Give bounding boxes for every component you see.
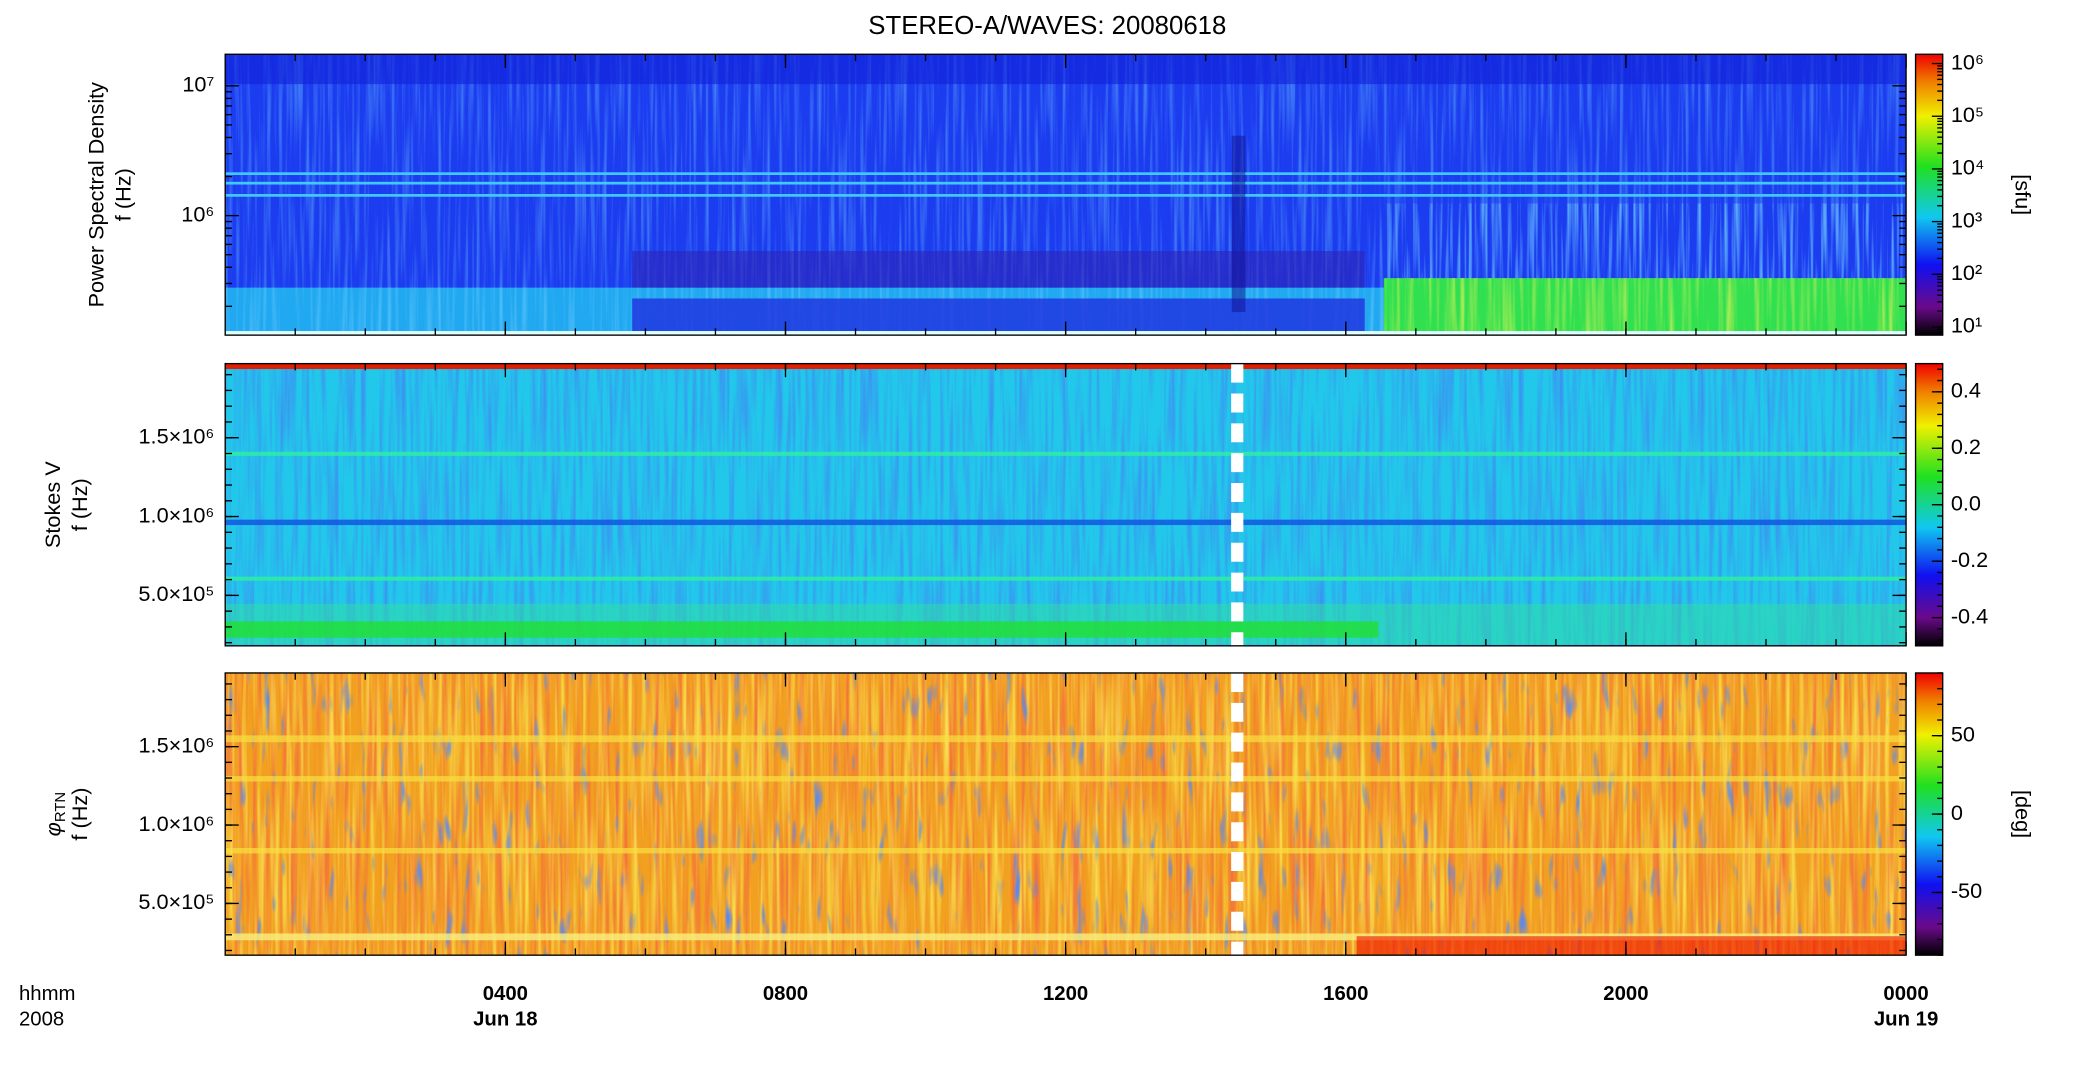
- y-tick-label: 5.0×10⁵: [138, 581, 214, 606]
- colorbar-tick-label: -0.2: [1951, 547, 1988, 572]
- colorbar-tick-label: 10³: [1951, 207, 1982, 232]
- y-axis-label: φRTN: [40, 792, 69, 837]
- y-tick-label: 10⁶: [181, 201, 214, 226]
- y-tick-label: 5.0×10⁵: [138, 889, 214, 914]
- y-axis-label-symbol: φ: [40, 822, 65, 836]
- y-axis-label: f (Hz): [111, 168, 136, 221]
- y-axis-label-subscript: RTN: [52, 792, 69, 822]
- x-tick-label: 1200: [1043, 983, 1088, 1005]
- date-label: Jun 19: [1874, 1009, 1938, 1031]
- colorbar-tick-label: 10¹: [1951, 313, 1982, 338]
- y-axis-label: Power Spectral Density: [83, 82, 108, 308]
- y-axis-label: Stokes V: [40, 461, 65, 548]
- colorbar-tick-label: 0: [1951, 800, 1963, 825]
- colorbar-tick-label: 10²: [1951, 260, 1982, 285]
- y-tick-label: 1.0×10⁶: [138, 502, 214, 527]
- x-tick-label: 0800: [763, 983, 808, 1005]
- colorbar-tick-label: -0.4: [1951, 603, 1988, 628]
- y-tick-label: 1.0×10⁶: [138, 811, 214, 836]
- x-tick-label: 0400: [483, 983, 528, 1005]
- colorbar-tick-label: 0.2: [1951, 434, 1981, 459]
- date-label: Jun 18: [473, 1009, 537, 1031]
- colorbar-tick-label: 10⁵: [1951, 102, 1984, 127]
- x-tick-label: 0000: [1883, 983, 1928, 1005]
- y-tick-label: 1.5×10⁶: [138, 423, 214, 448]
- colorbar-label: [deg]: [2011, 790, 2036, 838]
- spectrogram-image: [225, 672, 1907, 956]
- colorbar-tick-label: 50: [1951, 721, 1975, 746]
- x-tick-label: 2000: [1603, 983, 1648, 1005]
- y-tick-label: 10⁷: [182, 72, 214, 97]
- y-tick-label: 1.5×10⁶: [138, 732, 214, 757]
- colorbar-label: [sfu]: [2011, 174, 2036, 215]
- x-tick-label: 1600: [1323, 983, 1368, 1005]
- spectrogram-image: [225, 54, 1907, 336]
- colorbar-tick-label: 0.0: [1951, 490, 1981, 515]
- colorbar-tick-label: 0.4: [1951, 378, 1981, 403]
- year-label: 2008: [19, 1009, 64, 1031]
- colorbar: [1914, 53, 1944, 336]
- colorbar-tick-label: 10⁶: [1951, 49, 1984, 74]
- spectrogram-image: [225, 363, 1907, 646]
- time-format-label: hhmm: [19, 983, 76, 1005]
- colorbar-tick-label: 10⁴: [1951, 155, 1984, 180]
- y-axis-label: f (Hz): [67, 478, 92, 531]
- y-axis-label: f (Hz): [67, 788, 92, 841]
- colorbar-tick-label: -50: [1951, 878, 1982, 903]
- figure-title: STEREO-A/WAVES: 20080618: [868, 12, 1226, 40]
